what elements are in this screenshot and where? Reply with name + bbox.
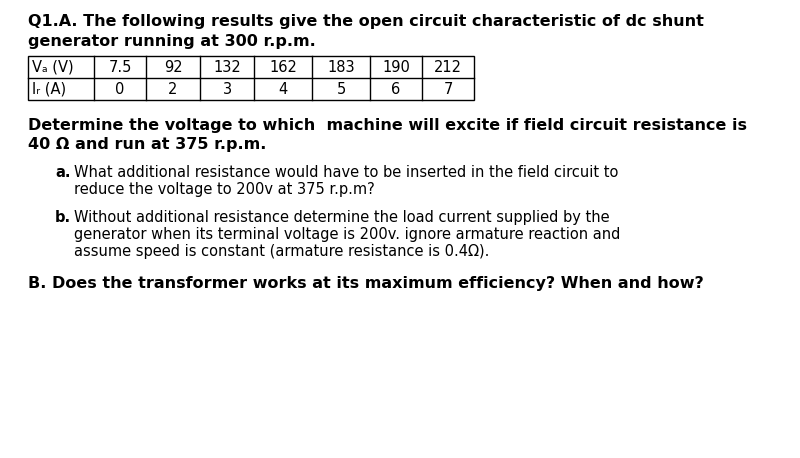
Text: b.: b. xyxy=(55,210,71,225)
Text: 0: 0 xyxy=(115,82,125,97)
Text: assume speed is constant (armature resistance is 0.4Ω).: assume speed is constant (armature resis… xyxy=(74,244,490,259)
Text: 7: 7 xyxy=(443,82,453,97)
Text: 183: 183 xyxy=(327,60,355,75)
Text: 2: 2 xyxy=(168,82,178,97)
Text: 92: 92 xyxy=(164,60,182,75)
Text: 5: 5 xyxy=(336,82,346,97)
Text: reduce the voltage to 200v at 375 r.p.m?: reduce the voltage to 200v at 375 r.p.m? xyxy=(74,182,374,197)
Bar xyxy=(28,56,474,100)
Text: 4: 4 xyxy=(278,82,288,97)
Text: 190: 190 xyxy=(382,60,410,75)
Text: Q1.A. The following results give the open circuit characteristic of dc shunt: Q1.A. The following results give the ope… xyxy=(28,14,704,29)
Text: generator when its terminal voltage is 200v. ignore armature reaction and: generator when its terminal voltage is 2… xyxy=(74,227,620,242)
Text: Vₐ (V): Vₐ (V) xyxy=(32,60,74,75)
Text: What additional resistance would have to be inserted in the field circuit to: What additional resistance would have to… xyxy=(74,165,618,180)
Text: Iᵣ (A): Iᵣ (A) xyxy=(32,82,66,97)
Text: Without additional resistance determine the load current supplied by the: Without additional resistance determine … xyxy=(74,210,610,225)
Text: 3: 3 xyxy=(222,82,231,97)
Text: a.: a. xyxy=(55,165,70,180)
Text: 6: 6 xyxy=(391,82,401,97)
Text: 162: 162 xyxy=(269,60,297,75)
Text: generator running at 300 r.p.m.: generator running at 300 r.p.m. xyxy=(28,34,316,49)
Text: 212: 212 xyxy=(434,60,462,75)
Text: B. Does the transformer works at its maximum efficiency? When and how?: B. Does the transformer works at its max… xyxy=(28,276,704,291)
Text: 40 Ω and run at 375 r.p.m.: 40 Ω and run at 375 r.p.m. xyxy=(28,137,266,152)
Text: Determine the voltage to which  machine will excite if field circuit resistance : Determine the voltage to which machine w… xyxy=(28,118,747,133)
Text: 7.5: 7.5 xyxy=(108,60,132,75)
Text: 132: 132 xyxy=(213,60,241,75)
